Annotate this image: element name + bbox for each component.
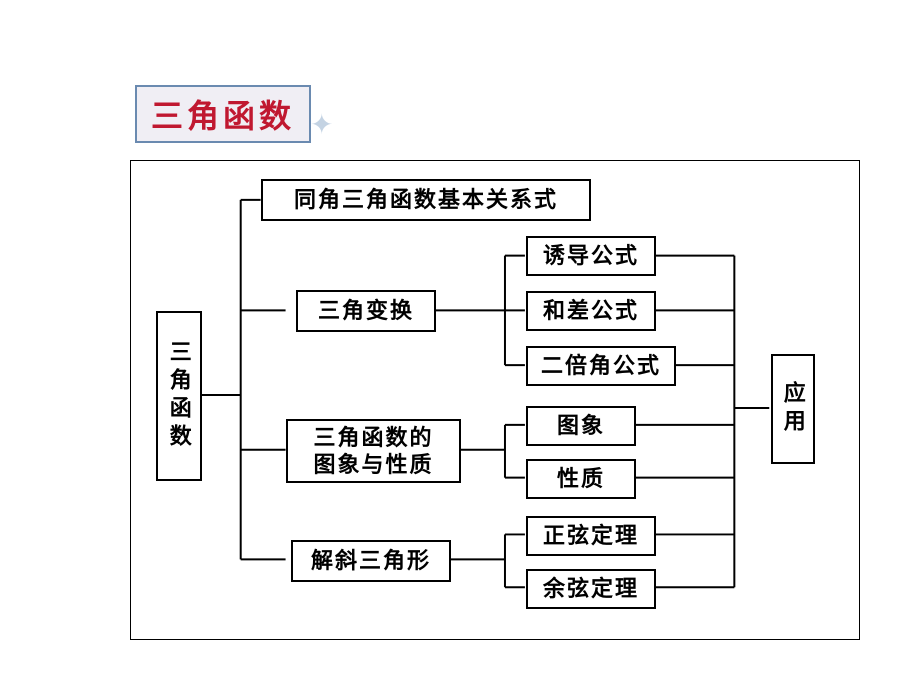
node-leaf6: 正弦定理 bbox=[526, 516, 656, 556]
node-leaf2: 和差公式 bbox=[526, 291, 656, 331]
node-branch2-label: 三角函数的图象与性质 bbox=[313, 424, 433, 479]
node-branch2: 三角函数的图象与性质 bbox=[286, 419, 461, 483]
node-app: 应用 bbox=[771, 354, 815, 464]
node-leaf5: 性质 bbox=[526, 459, 636, 499]
node-top: 同角三角函数基本关系式 bbox=[261, 179, 591, 221]
node-leaf7: 余弦定理 bbox=[526, 569, 656, 609]
node-leaf4: 图象 bbox=[526, 406, 636, 446]
node-root: 三角函数 bbox=[156, 311, 202, 481]
node-leaf3: 二倍角公式 bbox=[526, 346, 676, 386]
diagram-frame: 三角函数 同角三角函数基本关系式 三角变换 三角函数的图象与性质 解斜三角形 诱… bbox=[130, 160, 860, 640]
node-branch1: 三角变换 bbox=[296, 290, 436, 332]
node-branch3: 解斜三角形 bbox=[291, 540, 451, 582]
connector-lines bbox=[131, 161, 859, 639]
title-flourish-icon: ✦ bbox=[310, 108, 333, 142]
page-title: 三角函数 bbox=[135, 85, 311, 143]
node-leaf1: 诱导公式 bbox=[526, 236, 656, 276]
